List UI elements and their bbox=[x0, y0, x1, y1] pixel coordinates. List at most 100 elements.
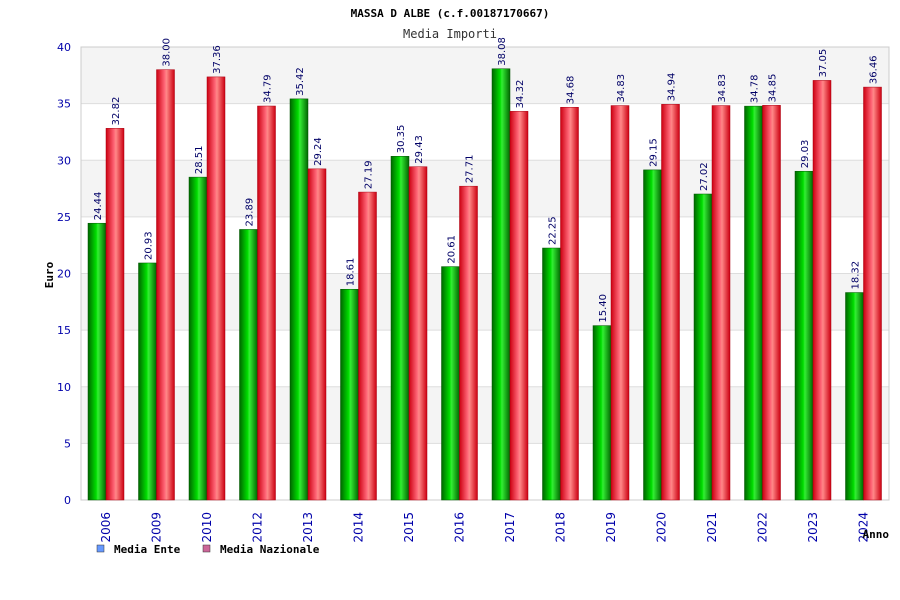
bar-media-nazionale-2006 bbox=[105, 128, 125, 501]
value-label: 34.68 bbox=[566, 76, 577, 105]
x-tick-label: 2006 bbox=[99, 512, 113, 543]
bar-media-nazionale-2015 bbox=[408, 166, 428, 501]
value-label: 29.03 bbox=[800, 140, 811, 169]
y-tick-label: 0 bbox=[64, 494, 71, 507]
bar-media-ente-2016 bbox=[441, 266, 460, 501]
value-label: 24.44 bbox=[93, 192, 104, 221]
bar-media-ente-2010 bbox=[188, 176, 208, 501]
bar-media-ente-2024 bbox=[845, 292, 864, 501]
bar-media-nazionale-2021 bbox=[711, 105, 731, 501]
value-labels: 24.44 32.82 20.93 38.00 28.51 37.36 23.89 34.79… bbox=[93, 37, 880, 322]
bar-media-nazionale-2017 bbox=[509, 111, 529, 501]
y-axis-label: Euro bbox=[43, 261, 56, 288]
bar-media-nazionale-2020 bbox=[661, 104, 680, 501]
value-label: 29.43 bbox=[414, 135, 425, 164]
x-tick-label: 2014 bbox=[352, 512, 366, 543]
chart-title: MASSA D ALBE (c.f.00187170667) bbox=[351, 7, 550, 20]
value-label: 34.94 bbox=[667, 73, 678, 102]
value-label: 27.71 bbox=[465, 155, 476, 184]
value-label: 34.32 bbox=[515, 80, 526, 109]
value-label: 27.02 bbox=[699, 162, 710, 191]
value-label: 32.82 bbox=[111, 97, 122, 126]
bar-media-nazionale-2018 bbox=[560, 106, 579, 501]
value-label: 38.08 bbox=[497, 37, 508, 66]
chart-subtitle: Media Importi bbox=[403, 27, 497, 41]
value-label: 34.78 bbox=[750, 74, 761, 103]
x-tick-label: 2020 bbox=[655, 512, 669, 543]
legend-swatch bbox=[202, 544, 211, 553]
bar-media-ente-2018 bbox=[542, 247, 561, 501]
x-tick-label: 2012 bbox=[251, 512, 265, 543]
value-label: 27.19 bbox=[364, 160, 375, 189]
bar-media-ente-2006 bbox=[87, 222, 107, 501]
value-label: 38.00 bbox=[162, 38, 173, 67]
value-label: 34.83 bbox=[717, 74, 728, 103]
bar-media-ente-2012 bbox=[239, 229, 258, 501]
bar-media-ente-2019 bbox=[592, 325, 612, 501]
value-label: 28.51 bbox=[194, 145, 205, 174]
bar-media-nazionale-2016 bbox=[459, 185, 478, 501]
x-tick-label: 2024 bbox=[857, 512, 871, 543]
legend-label: Media Nazionale bbox=[220, 543, 320, 556]
value-label: 22.25 bbox=[548, 216, 559, 245]
y-tick-label: 35 bbox=[57, 98, 71, 111]
value-label: 34.85 bbox=[768, 74, 779, 103]
y-tick-label: 20 bbox=[57, 268, 71, 281]
value-label: 37.05 bbox=[818, 49, 829, 78]
bars bbox=[87, 68, 882, 501]
value-label: 20.93 bbox=[144, 231, 155, 260]
y-axis: 0 5 10 15 20 25 30 35 40 bbox=[57, 41, 71, 507]
value-label: 29.15 bbox=[649, 138, 660, 167]
bar-media-ente-2017 bbox=[491, 68, 511, 501]
bar-media-nazionale-2022 bbox=[762, 105, 781, 501]
value-label: 23.89 bbox=[245, 198, 256, 227]
x-tick-label: 2013 bbox=[301, 512, 315, 543]
x-axis: 2006 2009 2010 2012 2013 2014 2015 2016 2017 2018… bbox=[99, 512, 871, 543]
value-label: 29.24 bbox=[313, 137, 324, 166]
value-label: 30.35 bbox=[396, 125, 407, 154]
x-tick-label: 2021 bbox=[705, 512, 719, 543]
value-label: 18.61 bbox=[346, 258, 357, 287]
x-axis-label: Anno bbox=[863, 528, 890, 541]
bar-media-nazionale-2023 bbox=[812, 80, 832, 501]
value-label: 34.83 bbox=[616, 74, 627, 103]
bar-media-ente-2023 bbox=[794, 170, 814, 501]
x-tick-label: 2009 bbox=[150, 512, 164, 543]
legend: Media Ente Media Nazionale bbox=[96, 543, 320, 556]
legend-swatch bbox=[96, 544, 105, 553]
x-tick-label: 2018 bbox=[554, 512, 568, 543]
value-label: 34.79 bbox=[263, 74, 274, 103]
bar-media-ente-2009 bbox=[138, 262, 157, 501]
bar-media-ente-2021 bbox=[693, 193, 713, 501]
plot-border bbox=[80, 46, 890, 501]
y-tick-label: 5 bbox=[64, 437, 71, 450]
value-label: 37.36 bbox=[212, 45, 223, 74]
bar-media-nazionale-2014 bbox=[358, 191, 377, 501]
y-tick-label: 15 bbox=[57, 324, 71, 337]
bar-media-ente-2020 bbox=[643, 169, 662, 501]
value-label: 20.61 bbox=[447, 235, 458, 264]
bar-media-nazionale-2019 bbox=[610, 105, 630, 501]
bar-media-ente-2022 bbox=[744, 105, 763, 501]
value-label: 15.40 bbox=[598, 294, 609, 323]
value-label: 18.32 bbox=[851, 261, 862, 290]
x-tick-label: 2015 bbox=[402, 512, 416, 543]
y-tick-label: 10 bbox=[57, 381, 71, 394]
legend-label: Media Ente bbox=[114, 543, 181, 556]
value-label: 35.42 bbox=[295, 67, 306, 96]
value-label: 36.46 bbox=[869, 55, 880, 84]
bar-media-ente-2013 bbox=[289, 98, 309, 501]
bar-media-ente-2015 bbox=[390, 156, 410, 501]
x-tick-label: 2023 bbox=[806, 512, 820, 543]
y-tick-label: 25 bbox=[57, 211, 71, 224]
y-tick-label: 40 bbox=[57, 41, 71, 54]
x-tick-label: 2017 bbox=[503, 512, 517, 543]
bar-media-nazionale-2012 bbox=[257, 105, 276, 501]
bar-media-nazionale-2024 bbox=[863, 86, 882, 501]
x-tick-label: 2022 bbox=[756, 512, 770, 543]
bar-media-nazionale-2013 bbox=[307, 168, 327, 501]
bar-media-nazionale-2009 bbox=[156, 69, 175, 501]
bar-media-ente-2014 bbox=[340, 288, 359, 501]
x-tick-label: 2010 bbox=[200, 512, 214, 543]
